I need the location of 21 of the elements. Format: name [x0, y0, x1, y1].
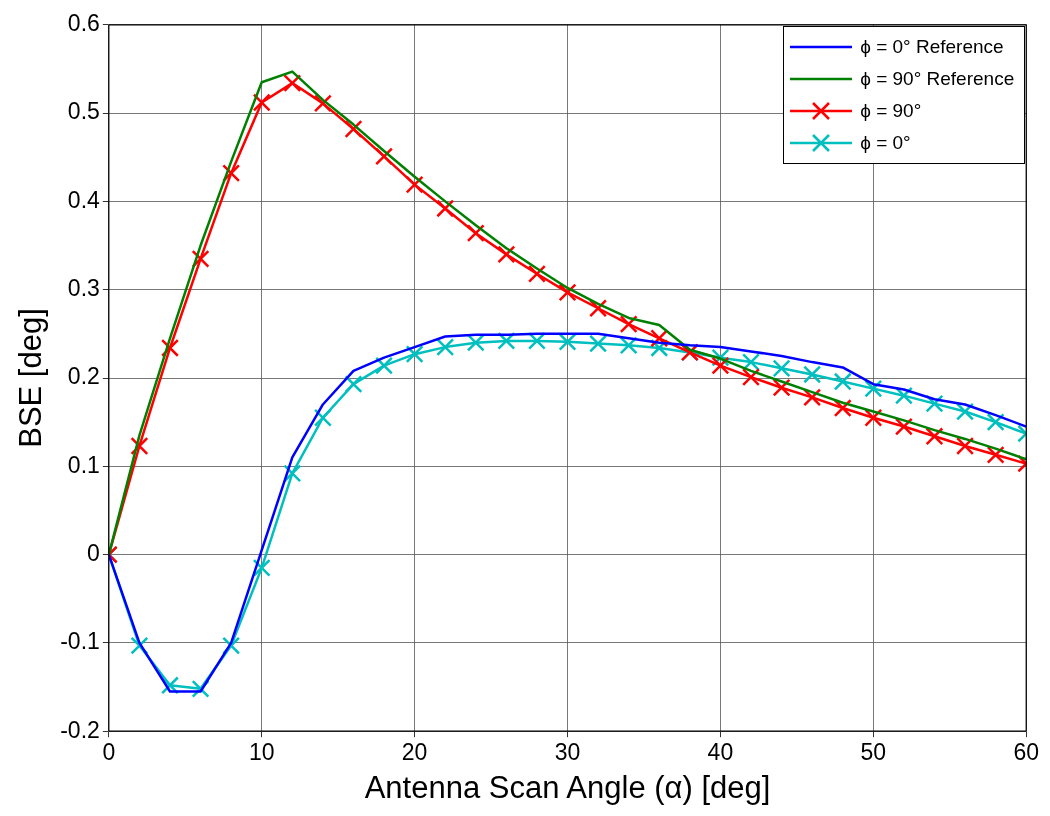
legend-label: ϕ = 0° Reference: [860, 35, 1004, 58]
x-tick-label: 50: [860, 739, 887, 766]
y-tick-label: 0: [87, 539, 100, 566]
y-axis-title: BSE [deg]: [13, 308, 49, 448]
legend-label: ϕ = 90°: [860, 99, 922, 122]
y-tick-label: 0.1: [67, 451, 100, 478]
x-tick-label: 40: [707, 739, 734, 766]
x-tick-label: 20: [401, 739, 428, 766]
x-tick-label: 10: [248, 739, 275, 766]
x-axis-title: Antenna Scan Angle (α) [deg]: [364, 769, 771, 805]
y-tick-label: 0.4: [67, 186, 101, 213]
y-tick-label: -0.1: [60, 628, 100, 655]
legend-label: ϕ = 90° Reference: [860, 67, 1015, 90]
legend-label: ϕ = 0°: [860, 131, 911, 154]
y-tick-label: 0.2: [67, 363, 100, 390]
y-tick-label: 0.5: [67, 98, 100, 125]
x-tick-label: 60: [1013, 739, 1040, 766]
y-tick-label: 0.6: [67, 10, 100, 37]
y-tick-label: 0.3: [67, 275, 100, 302]
y-tick-label: -0.2: [60, 716, 100, 743]
x-tick-label: 30: [554, 739, 581, 766]
